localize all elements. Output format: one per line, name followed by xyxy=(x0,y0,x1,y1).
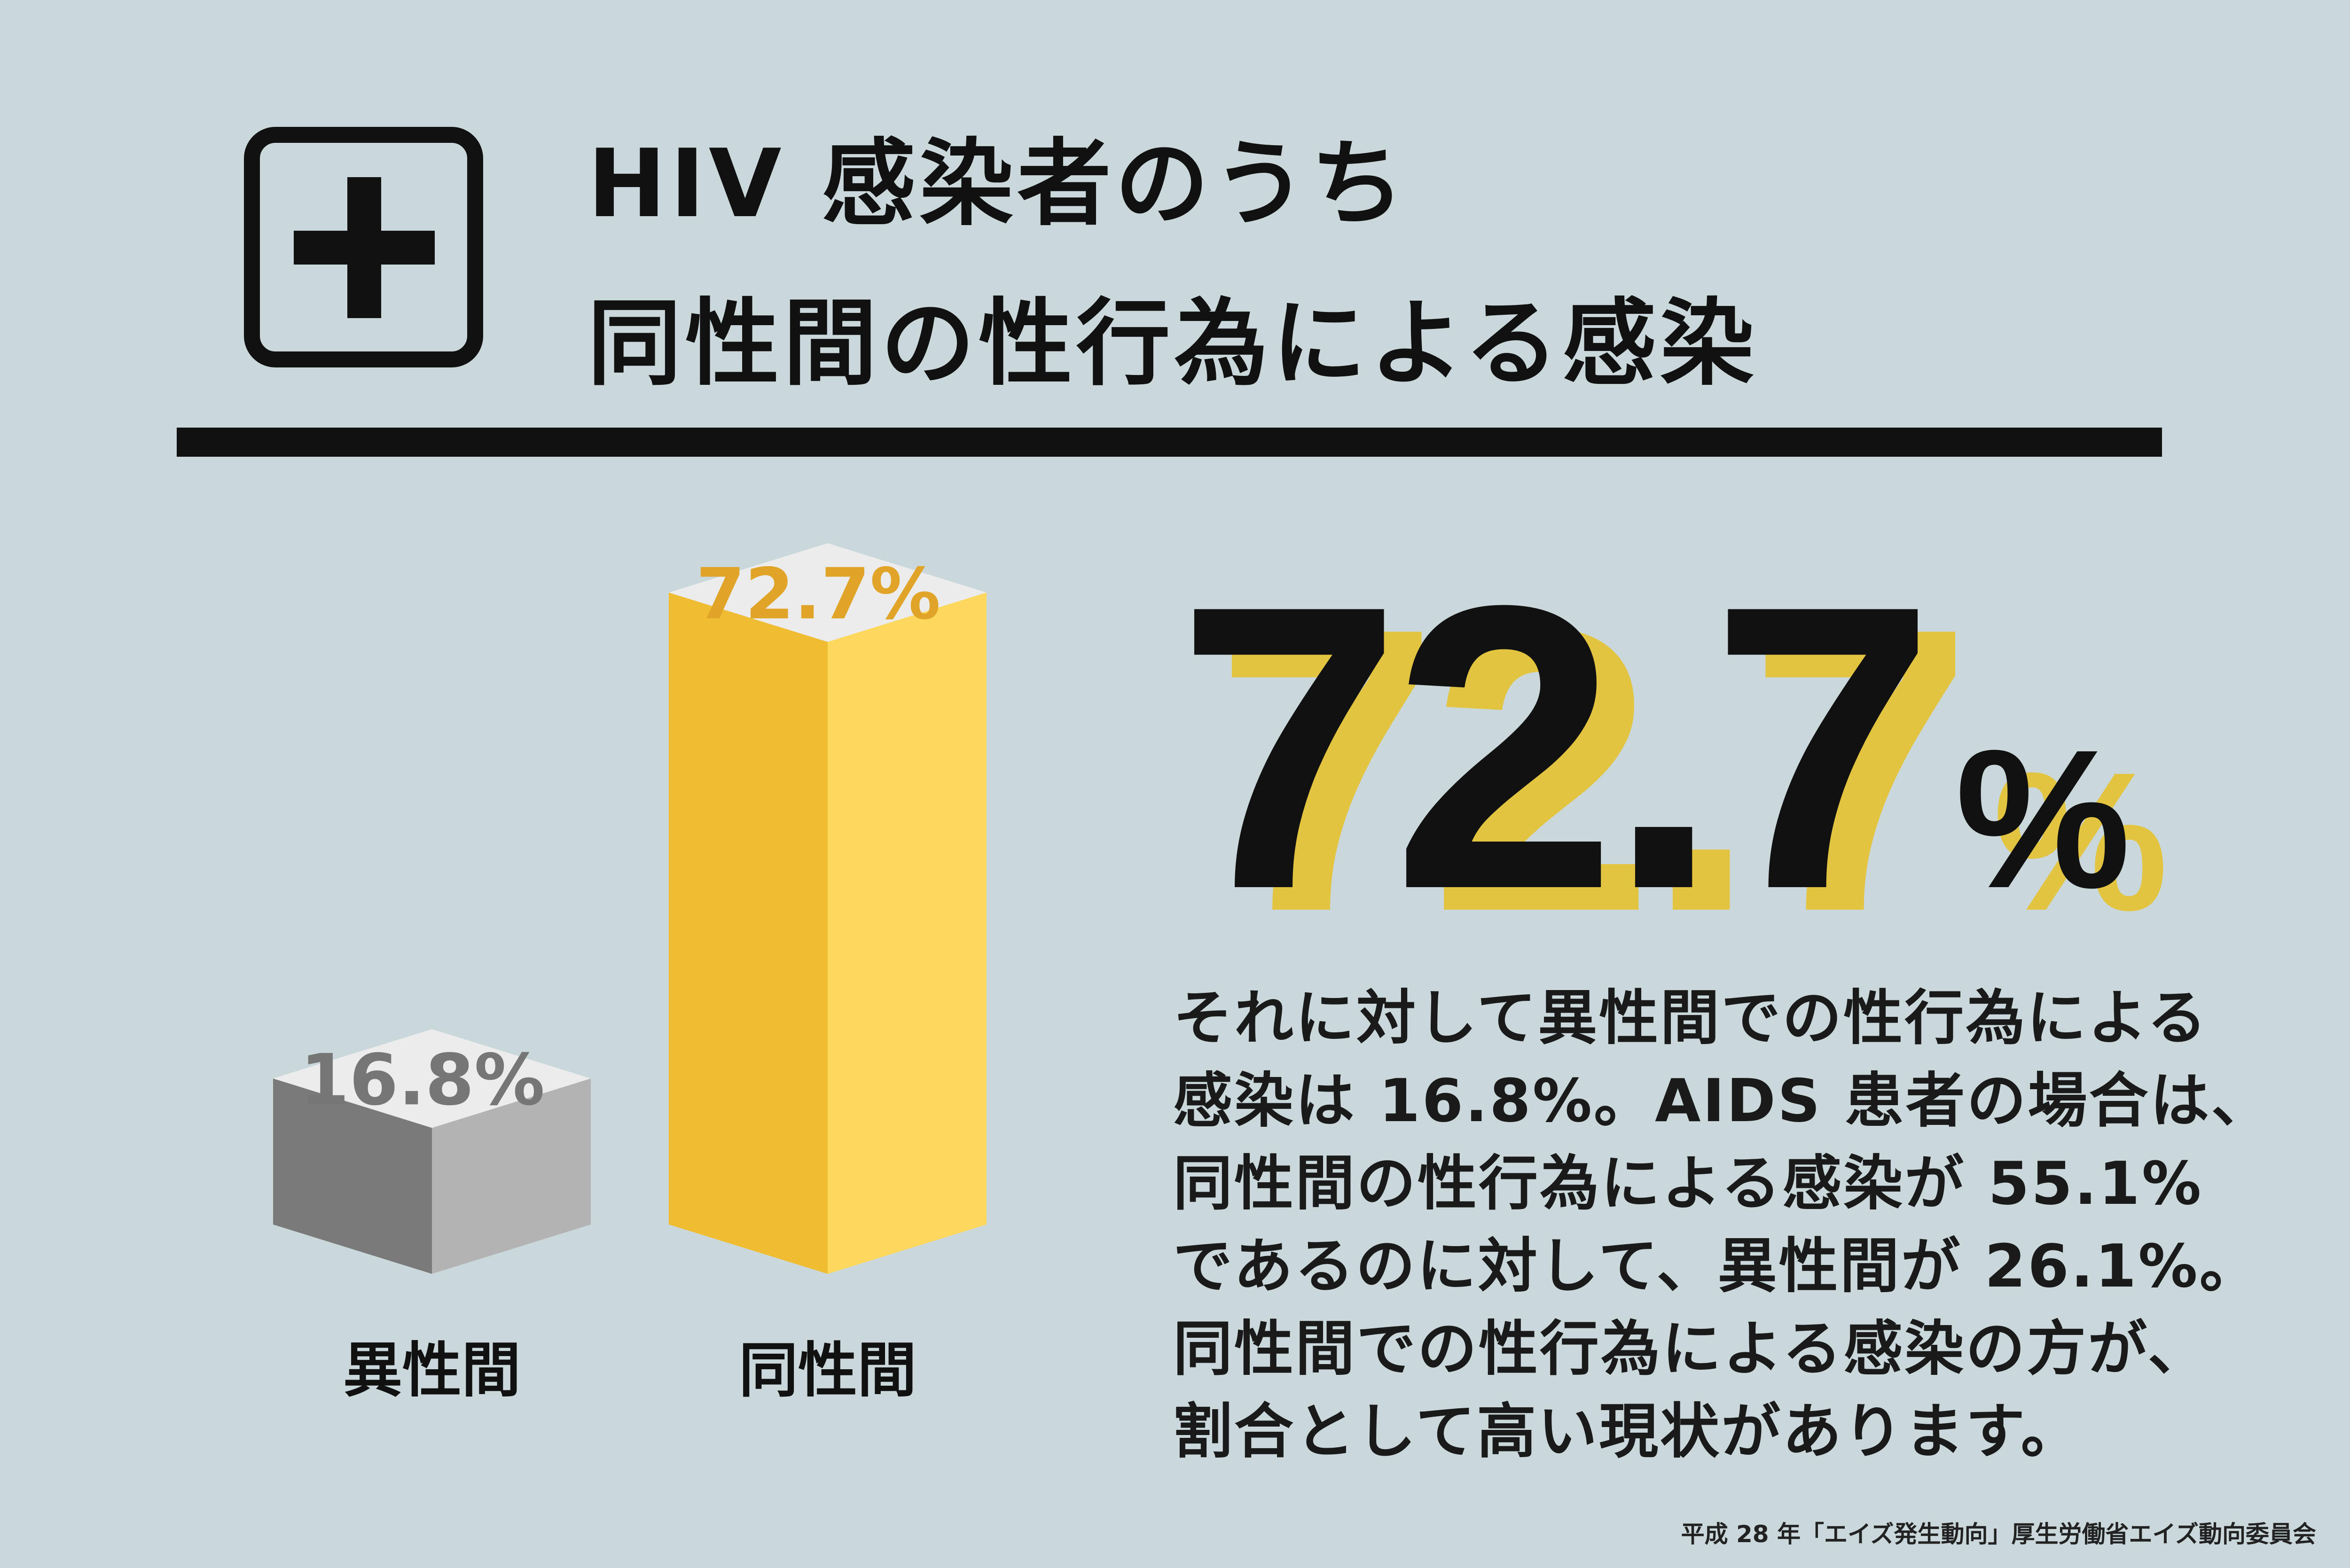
bar-top-face xyxy=(669,543,987,642)
headline-unit: % xyxy=(1955,709,2131,929)
paragraph-line: 同性間の性行為による感染が 55.1% xyxy=(1173,1149,2203,1218)
paragraph-line: 割合として高い現状があります。 xyxy=(1173,1397,2082,1466)
value-label: 72.7% xyxy=(696,554,940,635)
paragraph-line: 感染は 16.8%。AIDS 患者の場合は、 xyxy=(1173,1066,2272,1135)
headline-shadow: 72.7 xyxy=(1214,544,1964,996)
divider xyxy=(177,428,2162,457)
title-line: HIV 感染者のうち xyxy=(588,129,1408,239)
headline-number: 72.7 xyxy=(1177,522,1926,973)
category-label: 同性間 xyxy=(739,1336,916,1405)
icon-cross-v xyxy=(347,177,381,318)
value-label: 16.8% xyxy=(300,1039,545,1121)
bar-left-face xyxy=(669,593,828,1274)
bar-right-face xyxy=(828,593,987,1274)
bar-top-face xyxy=(273,1029,591,1128)
paragraph-line: 同性間での性行為による感染の方が、 xyxy=(1173,1314,2209,1383)
paragraph-line: それに対して異性間での性行為による xyxy=(1173,983,2208,1053)
source: 平成 28 年「エイズ発生動向」厚生労働省エイズ動向委員会 xyxy=(1681,1521,2316,1548)
bar-right-face xyxy=(432,1078,591,1274)
bar-left-face xyxy=(273,1078,432,1274)
paragraph-line: であるのに対して、異性間が 26.1%。 xyxy=(1173,1232,2261,1301)
category-label: 異性間 xyxy=(343,1336,521,1405)
icon-frame xyxy=(244,127,483,367)
headline-unit-shadow: % xyxy=(1993,732,2168,952)
title-line: 同性間の性行為による感染 xyxy=(588,289,1758,398)
bar-chart: 16.8% 異性間 72.7% 同性間 xyxy=(273,543,987,1405)
headline: 72.7 % 72.7 % xyxy=(1177,522,2168,996)
